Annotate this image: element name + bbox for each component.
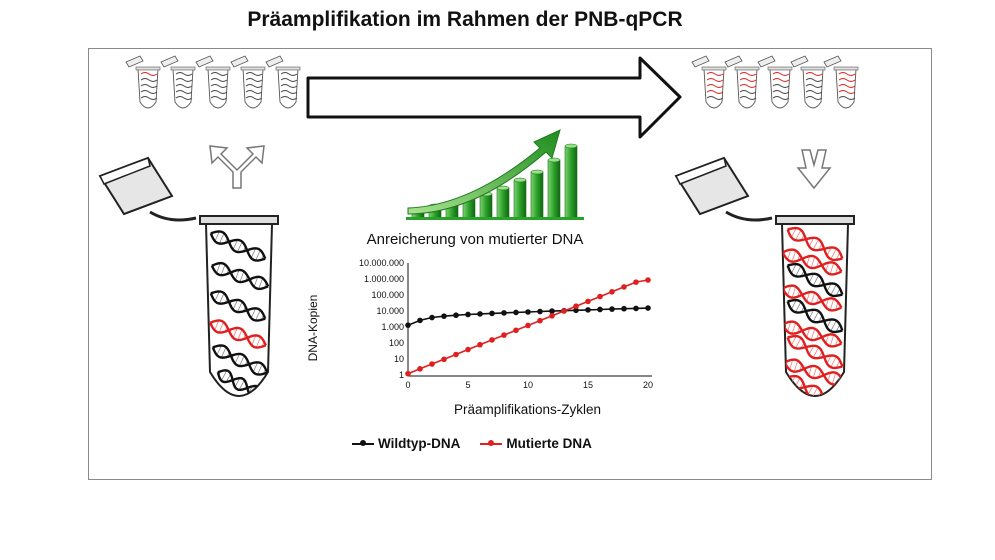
x-axis-label: Präamplifikations-Zyklen — [453, 402, 602, 417]
legend-label: Mutierte DNA — [506, 436, 592, 451]
tube-set-after — [691, 55, 859, 109]
x-tick-label: 10 — [522, 380, 533, 390]
data-point — [645, 305, 651, 311]
y-tick-label: 1.000.000 — [363, 274, 404, 284]
chart-plot-area — [405, 263, 652, 377]
data-point — [441, 313, 447, 319]
data-point — [633, 279, 639, 285]
page-title: Präamplifikation im Rahmen der PNB-qPCR — [247, 8, 683, 31]
data-point — [609, 306, 615, 312]
data-point — [489, 310, 495, 317]
data-point — [501, 310, 507, 316]
data-point — [417, 317, 423, 324]
data-point — [525, 309, 531, 315]
data-point — [573, 307, 579, 314]
data-point — [477, 311, 483, 317]
data-point — [585, 298, 591, 305]
data-point — [621, 284, 627, 290]
data-point — [549, 313, 555, 319]
data-point — [633, 305, 639, 312]
tube-set-before — [125, 55, 301, 109]
chart-legend: Wildtyp-DNA Mutierte DNA — [352, 436, 652, 451]
data-point — [453, 351, 459, 358]
data-point — [465, 311, 471, 318]
data-point — [405, 322, 411, 328]
data-point — [561, 308, 567, 314]
data-point — [573, 303, 579, 310]
data-point — [465, 346, 471, 353]
data-point — [501, 332, 507, 338]
data-point — [549, 308, 555, 314]
data-point — [645, 277, 651, 283]
x-tick-label: 20 — [642, 380, 653, 390]
x-tick-label: 0 — [405, 380, 411, 390]
split-arrow-icon — [209, 145, 265, 189]
y-axis-label: DNA-Kopien — [306, 294, 320, 362]
legend-label: Wildtyp-DNA — [378, 436, 461, 451]
data-point — [489, 337, 495, 343]
data-point — [585, 307, 591, 313]
data-point — [417, 366, 423, 372]
x-tick-label: 15 — [582, 380, 593, 390]
data-point — [441, 356, 447, 363]
data-point — [453, 312, 459, 319]
y-tick-label: 10.000 — [376, 306, 404, 316]
data-point — [621, 305, 627, 312]
data-point — [537, 308, 543, 315]
process-arrow-icon — [306, 56, 682, 139]
chart-title: Anreicherung von mutierter DNA — [366, 231, 584, 248]
y-tick-label: 10.000.000 — [358, 258, 404, 268]
legend-item-mutant: Mutierte DNA — [480, 436, 592, 451]
y-tick-label: 10 — [393, 354, 404, 364]
data-point — [513, 327, 519, 334]
data-point — [597, 293, 603, 300]
y-tick-label: 1 — [398, 370, 404, 380]
legend-marker-icon — [480, 439, 503, 446]
x-tick-label: 5 — [465, 380, 471, 390]
data-point — [525, 322, 531, 329]
tube-before-icon — [98, 156, 279, 397]
tube-after-icon — [674, 156, 855, 397]
data-point — [609, 288, 615, 295]
data-point — [597, 306, 603, 313]
legend-item-wildtype: Wildtyp-DNA — [352, 436, 460, 451]
merge-arrow-icon — [796, 149, 832, 190]
data-point — [537, 317, 543, 324]
data-point — [477, 341, 483, 348]
data-point — [405, 370, 411, 377]
data-point — [429, 314, 435, 321]
data-point — [513, 309, 519, 316]
y-tick-label: 1.000 — [381, 322, 404, 332]
legend-marker-icon — [352, 439, 374, 446]
growth-arrow-icon — [407, 129, 561, 215]
y-tick-label: 100 — [388, 338, 404, 348]
y-tick-label: 100.000 — [371, 290, 404, 300]
data-point — [429, 361, 435, 367]
